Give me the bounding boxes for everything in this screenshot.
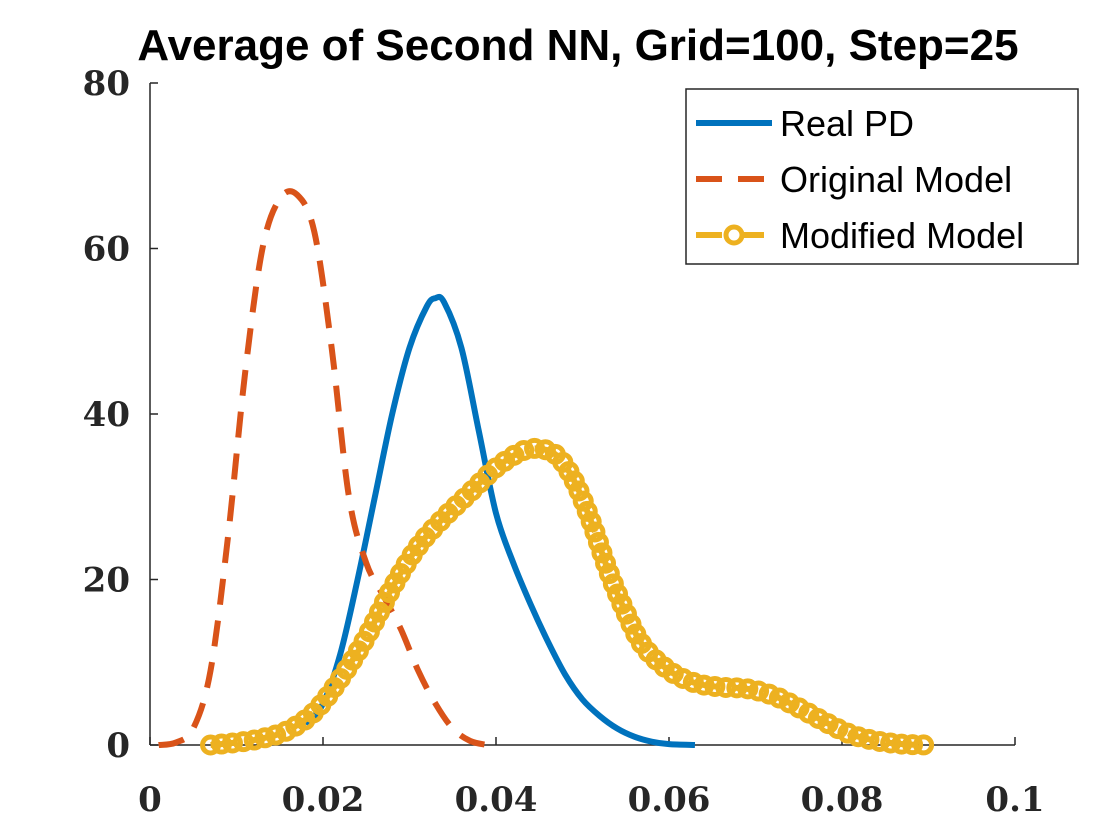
- series-marker: [858, 728, 880, 750]
- y-tick-label: 20: [83, 561, 130, 601]
- series-line-real-pd: [303, 293, 696, 748]
- series-marker: [837, 722, 859, 744]
- series-marker: [595, 552, 617, 574]
- series-marker: [591, 542, 613, 564]
- series-marker: [758, 683, 780, 705]
- series-marker: [576, 500, 598, 522]
- series-marker: [869, 730, 891, 752]
- series-marker: [611, 593, 633, 615]
- series-marker: [704, 675, 726, 697]
- series-marker: [726, 677, 748, 699]
- series-marker: [602, 573, 624, 595]
- series-marker: [232, 731, 254, 753]
- x-tick-label: 0.02: [282, 780, 365, 820]
- chart-title: Average of Second NN, Grid=100, Step=25: [137, 21, 1018, 70]
- y-tick-label: 80: [83, 64, 130, 104]
- y-tick-label: 60: [83, 230, 130, 270]
- legend: Real PD Original Model Modified Model: [685, 88, 1079, 265]
- series-marker: [827, 718, 849, 740]
- y-tick-label: 0: [106, 726, 130, 766]
- series-marker: [891, 733, 913, 755]
- series-marker: [615, 603, 637, 625]
- series-marker: [580, 511, 602, 533]
- series-marker: [715, 676, 737, 698]
- series-marker: [748, 680, 770, 702]
- legend-marker: [723, 224, 745, 246]
- axes: 0 0.02 0.04 0.06 0.08 0.1 0 20 40 60 80: [83, 64, 1045, 820]
- series-marker: [254, 727, 276, 749]
- series-marker: [568, 480, 590, 502]
- series-marker: [211, 733, 233, 755]
- series-marker: [513, 439, 535, 461]
- series-marker: [200, 734, 222, 756]
- series-marker: [693, 674, 715, 696]
- series-marker: [880, 732, 902, 754]
- x-tick-label: 0.08: [801, 780, 884, 820]
- series-marker: [584, 521, 606, 543]
- y-tick-label: 40: [83, 395, 130, 435]
- series-marker: [847, 726, 869, 748]
- x-tick-label: 0.06: [628, 780, 711, 820]
- x-tick-label: 0.1: [985, 780, 1044, 820]
- series-marker: [607, 583, 629, 605]
- plot-area: [158, 188, 935, 756]
- series-marker: [572, 490, 594, 512]
- series-marker: [672, 668, 694, 690]
- legend-label: Real PD: [780, 103, 914, 144]
- series-line-original-model: [158, 188, 489, 748]
- x-tick-label: 0: [138, 780, 162, 820]
- series-markers-modified-model: [200, 437, 935, 756]
- series-marker: [243, 729, 265, 751]
- x-tick-label: 0.04: [455, 780, 538, 820]
- legend-label: Original Model: [780, 159, 1012, 200]
- series-marker: [587, 531, 609, 553]
- series-marker: [598, 563, 620, 585]
- series-marker: [737, 678, 759, 700]
- series-marker: [682, 671, 704, 693]
- series-marker: [913, 734, 935, 756]
- legend-label: Modified Model: [780, 215, 1024, 256]
- series-marker: [902, 734, 924, 756]
- series-marker: [524, 437, 546, 459]
- series-marker: [221, 732, 243, 754]
- series-marker: [265, 724, 287, 746]
